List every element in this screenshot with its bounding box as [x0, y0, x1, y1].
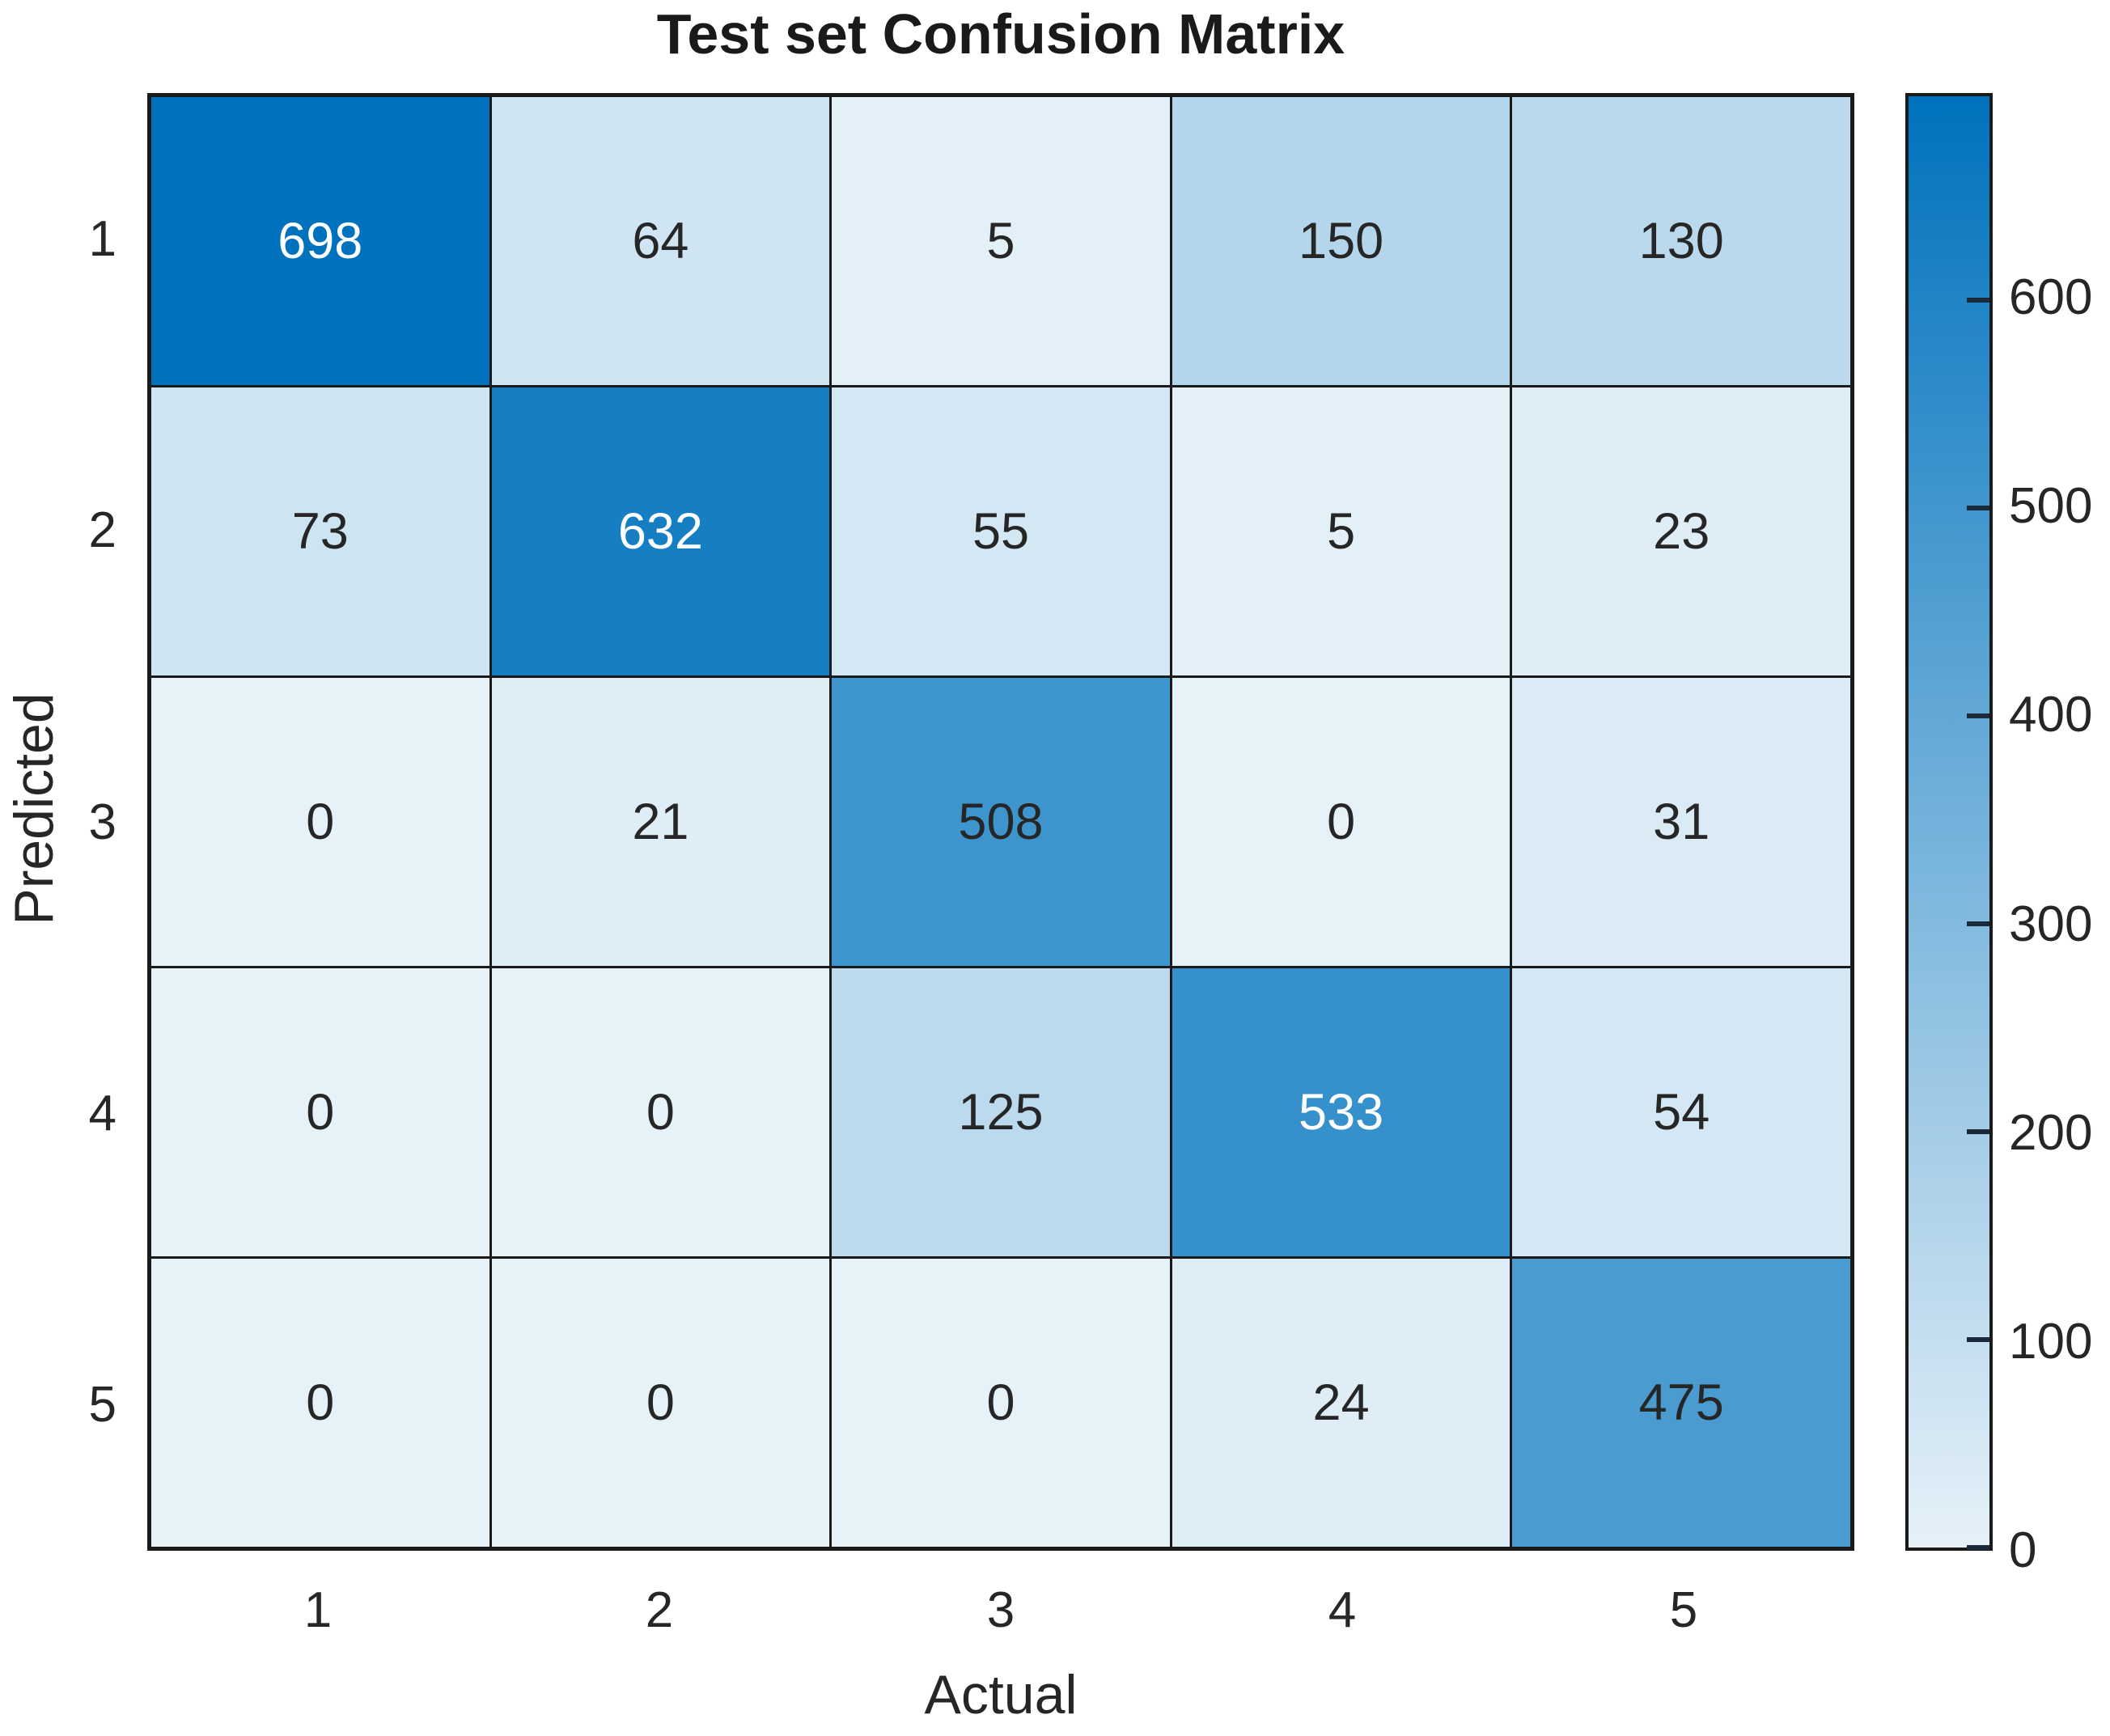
matrix-cell: 31	[1512, 678, 1850, 966]
y-tick-label: 2	[88, 502, 117, 559]
confusion-matrix-grid: 698 64 5 150 130 73 632 55 5 23 0 21 508 0 31 0 0 125 533 5…	[147, 93, 1854, 1551]
matrix-cell: 64	[491, 97, 830, 385]
matrix-cell: 0	[151, 1259, 489, 1547]
colorbar-tick-mark	[1967, 1545, 1989, 1550]
colorbar-tick-mark	[1967, 297, 1989, 303]
matrix-cell: 23	[1512, 387, 1850, 675]
matrix-cell: 0	[491, 1259, 830, 1547]
matrix-cell: 73	[151, 387, 489, 675]
x-tick-label: 5	[1669, 1581, 1698, 1638]
x-axis-label: Actual	[924, 1664, 1078, 1725]
matrix-cell: 0	[151, 678, 489, 966]
matrix-cell: 0	[832, 1259, 1170, 1547]
matrix-cell: 0	[151, 968, 489, 1256]
colorbar	[1905, 93, 1993, 1551]
colorbar-tick-mark	[1967, 1336, 1989, 1342]
matrix-cell: 698	[151, 97, 489, 385]
matrix-cell: 125	[832, 968, 1170, 1256]
matrix-cell: 0	[491, 968, 830, 1256]
matrix-cell: 54	[1512, 968, 1850, 1256]
matrix-cell: 150	[1172, 97, 1510, 385]
x-tick-label: 2	[645, 1581, 674, 1638]
y-tick-label: 3	[88, 794, 117, 850]
matrix-cell: 0	[1172, 678, 1510, 966]
colorbar-tick-label: 500	[2009, 478, 2093, 535]
colorbar-tick-label: 400	[2009, 687, 2093, 743]
colorbar-tick-mark	[1967, 1128, 1989, 1134]
colorbar-tick-mark	[1967, 505, 1989, 510]
colorbar-tick-mark	[1967, 713, 1989, 718]
colorbar-tick-label: 0	[2009, 1522, 2037, 1578]
y-tick-label: 4	[88, 1085, 117, 1141]
matrix-cell: 508	[832, 678, 1170, 966]
matrix-cell: 5	[832, 97, 1170, 385]
matrix-cell: 24	[1172, 1259, 1510, 1547]
y-axis-tick-labels: 1 2 3 4 5	[0, 93, 121, 1551]
matrix-cell: 55	[832, 387, 1170, 675]
matrix-cell: 130	[1512, 97, 1850, 385]
x-axis-tick-labels: 1 2 3 4 5	[147, 1565, 1854, 1654]
matrix-cell: 632	[491, 387, 830, 675]
colorbar-tick-labels: 0 100 200 300 400 500 600	[2009, 93, 2110, 1576]
x-tick-label: 3	[986, 1581, 1015, 1638]
matrix-cell: 21	[491, 678, 830, 966]
y-tick-label: 5	[88, 1377, 117, 1433]
colorbar-tick-label: 300	[2009, 896, 2093, 952]
colorbar-tick-label: 200	[2009, 1104, 2093, 1161]
x-tick-label: 4	[1328, 1581, 1357, 1638]
matrix-cell: 475	[1512, 1259, 1850, 1547]
colorbar-tick-label: 600	[2009, 269, 2093, 326]
chart-title: Test set Confusion Matrix	[656, 2, 1345, 66]
colorbar-tick-mark	[1967, 921, 1989, 926]
colorbar-tick-label: 100	[2009, 1313, 2093, 1370]
x-tick-label: 1	[303, 1581, 333, 1638]
y-tick-label: 1	[88, 210, 117, 267]
matrix-cell: 5	[1172, 387, 1510, 675]
matrix-cell: 533	[1172, 968, 1510, 1256]
